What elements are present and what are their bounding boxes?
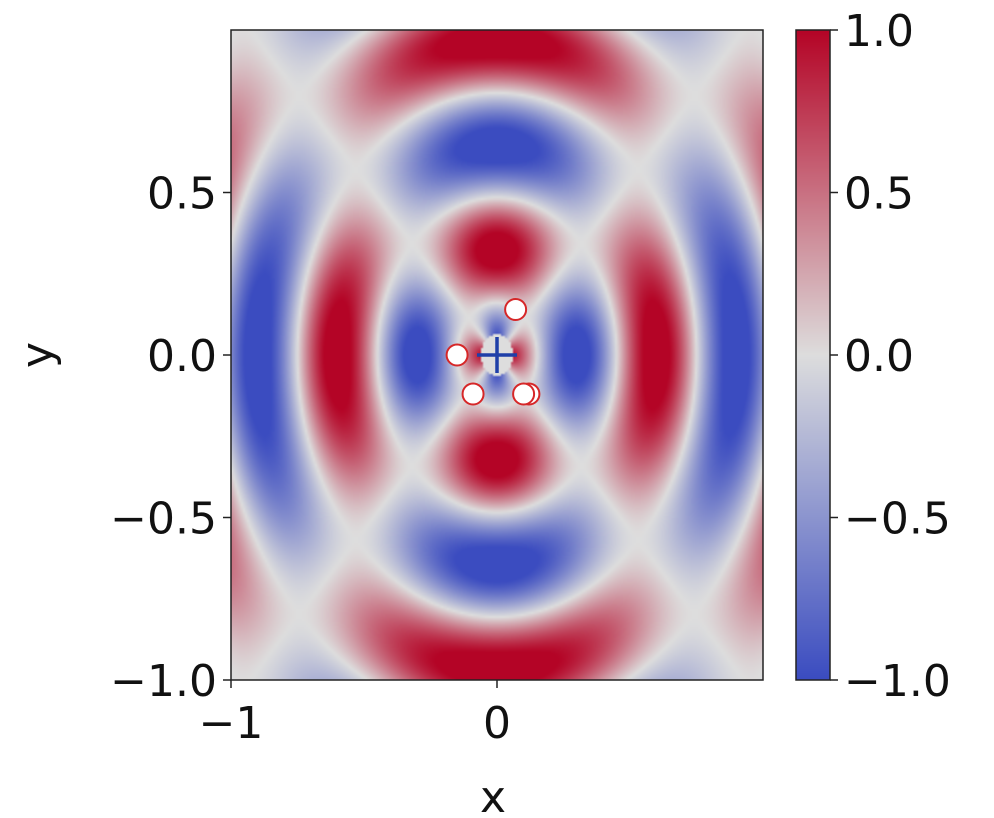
y-axis-label: y — [12, 342, 63, 368]
colorbar-gradient — [796, 30, 830, 680]
data-point — [504, 298, 528, 321]
data-marks — [445, 298, 541, 406]
colorbar-frame — [795, 29, 831, 681]
x-tick-label: 0 — [483, 698, 511, 749]
y-tick-label: −1.0 — [110, 656, 217, 707]
data-point — [512, 382, 536, 406]
y-tick-label: −0.5 — [110, 494, 217, 545]
y-tick-label: 0.0 — [147, 331, 217, 382]
y-axis-ticks: −1.0 −0.5 0.0 0.5 — [110, 169, 231, 707]
data-point — [461, 382, 485, 406]
y-tick-label: 0.5 — [147, 169, 217, 220]
colorbar-tick-label: 0.5 — [844, 169, 914, 220]
x-axis-label: x — [480, 772, 506, 818]
colorbar-tick-label: 0.0 — [844, 331, 914, 382]
colorbar-tick-label: −1.0 — [844, 656, 951, 707]
center-marker — [477, 337, 517, 373]
colorbar-tick-label: −0.5 — [844, 494, 951, 545]
x-axis-ticks: −1 0 — [199, 680, 511, 749]
data-point — [445, 343, 469, 367]
colorbar-ticks: −1.0 −0.5 0.0 0.5 1.0 — [830, 6, 951, 707]
x-tick-label: −1 — [199, 698, 264, 749]
colorbar-tick-label: 1.0 — [844, 6, 914, 57]
